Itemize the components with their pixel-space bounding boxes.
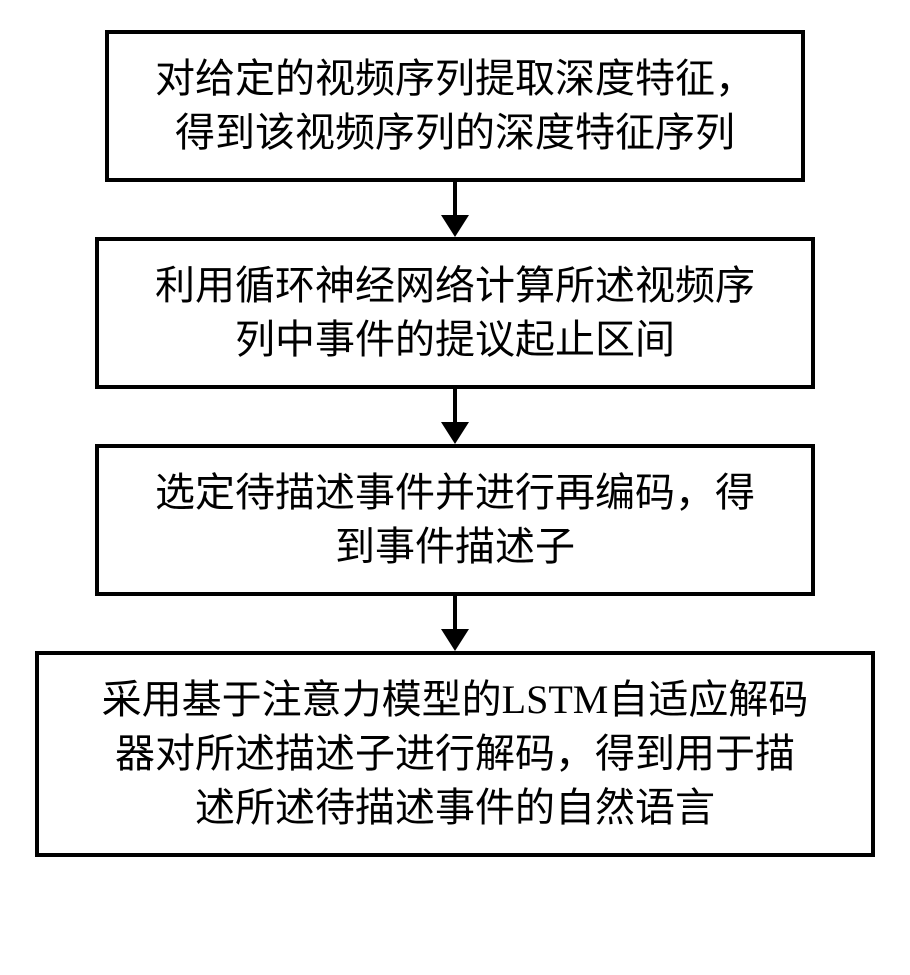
arrow-head-icon — [441, 629, 469, 651]
arrow-line — [453, 596, 457, 629]
arrow-2 — [441, 389, 469, 444]
flowchart-step-1: 对给定的视频序列提取深度特征， 得到该视频序列的深度特征序列 — [105, 30, 805, 182]
arrow-line — [453, 182, 457, 215]
arrow-head-icon — [441, 215, 469, 237]
arrow-3 — [441, 596, 469, 651]
arrow-line — [453, 389, 457, 422]
flowchart-step-1-text: 对给定的视频序列提取深度特征， 得到该视频序列的深度特征序列 — [155, 52, 755, 160]
arrow-head-icon — [441, 422, 469, 444]
flowchart-step-3: 选定待描述事件并进行再编码，得 到事件描述子 — [95, 444, 815, 596]
flowchart-step-4: 采用基于注意力模型的LSTM自适应解码 器对所述描述子进行解码，得到用于描 述所… — [35, 651, 875, 857]
flowchart-step-2-text: 利用循环神经网络计算所述视频序 列中事件的提议起止区间 — [155, 259, 755, 367]
flowchart-step-3-text: 选定待描述事件并进行再编码，得 到事件描述子 — [155, 466, 755, 574]
flowchart-step-2: 利用循环神经网络计算所述视频序 列中事件的提议起止区间 — [95, 237, 815, 389]
arrow-1 — [441, 182, 469, 237]
flowchart-step-4-text: 采用基于注意力模型的LSTM自适应解码 器对所述描述子进行解码，得到用于描 述所… — [102, 673, 809, 835]
